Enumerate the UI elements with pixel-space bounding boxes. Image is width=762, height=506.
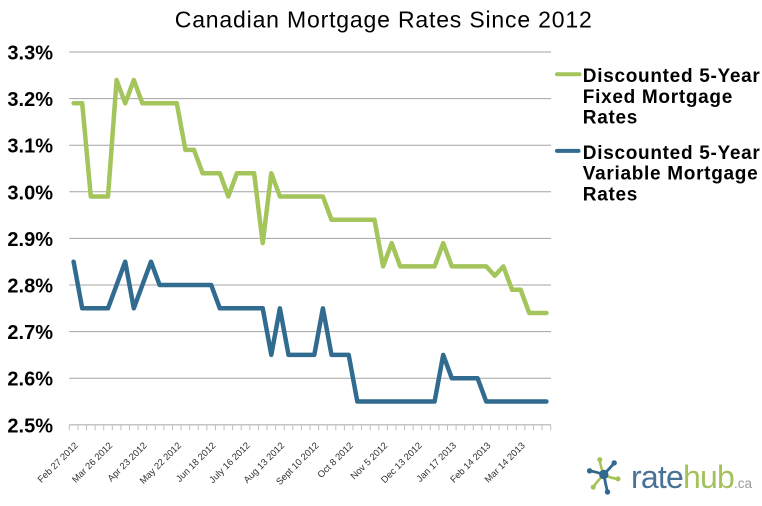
svg-text:2.8%: 2.8% bbox=[7, 276, 53, 298]
svg-text:2.9%: 2.9% bbox=[7, 229, 53, 251]
svg-text:Discounted 5-Year: Discounted 5-Year bbox=[583, 66, 761, 87]
svg-text:Rates: Rates bbox=[583, 184, 638, 205]
svg-text:Rates: Rates bbox=[583, 108, 638, 129]
svg-text:3.2%: 3.2% bbox=[7, 89, 53, 111]
svg-text:3.1%: 3.1% bbox=[7, 136, 53, 158]
svg-text:ratehub.ca: ratehub.ca bbox=[631, 459, 752, 495]
svg-text:3.0%: 3.0% bbox=[7, 182, 53, 204]
svg-text:2.7%: 2.7% bbox=[7, 322, 53, 344]
svg-text:Discounted 5-Year: Discounted 5-Year bbox=[583, 143, 761, 164]
svg-text:2.5%: 2.5% bbox=[7, 415, 53, 437]
svg-text:Fixed Mortgage: Fixed Mortgage bbox=[583, 87, 733, 108]
svg-text:2.6%: 2.6% bbox=[7, 369, 53, 391]
svg-text:Variable Mortgage: Variable Mortgage bbox=[583, 164, 759, 185]
svg-text:Canadian Mortgage Rates Since: Canadian Mortgage Rates Since 2012 bbox=[175, 7, 593, 33]
svg-text:3.3%: 3.3% bbox=[7, 43, 53, 65]
